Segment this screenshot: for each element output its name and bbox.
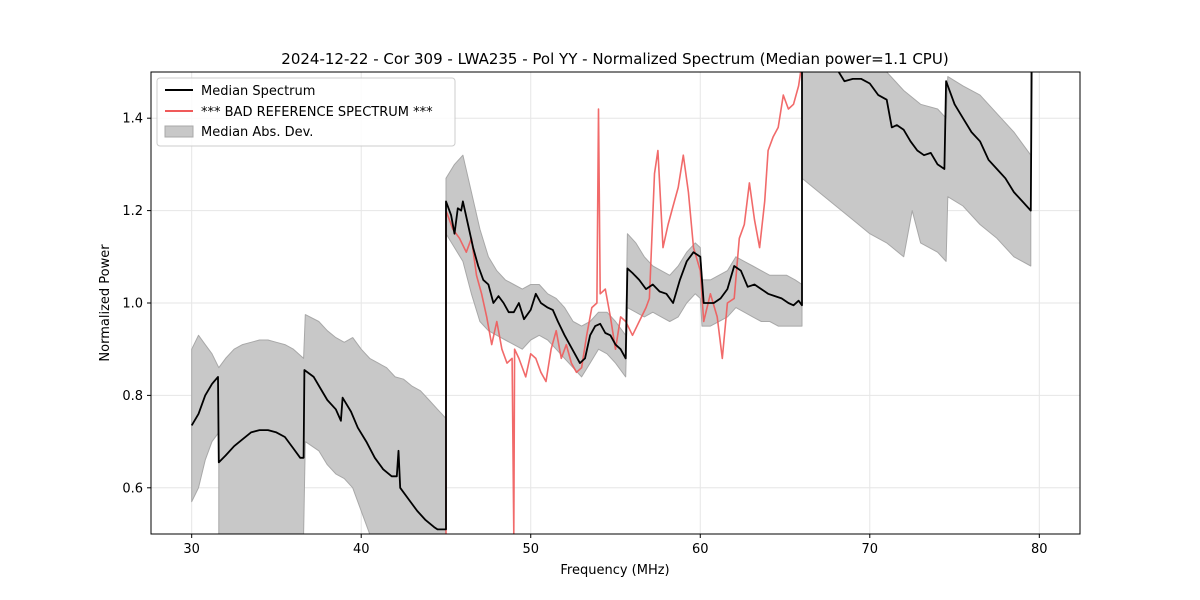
axis-ticks: 30 40 50 60 70 80 0.6 0.8 1.0 1.2 1.4 xyxy=(122,112,1047,557)
x-tick-label: 70 xyxy=(862,542,879,557)
x-axis-label: Frequency (MHz) xyxy=(560,563,669,578)
legend-label-median: Median Spectrum xyxy=(201,84,315,99)
chart-title: 2024-12-22 - Cor 309 - LWA235 - Pol YY -… xyxy=(281,50,948,68)
x-tick-label: 40 xyxy=(353,542,370,557)
legend-box xyxy=(156,77,456,147)
bad-reference-spectrum-line xyxy=(445,72,802,534)
data-layer xyxy=(190,72,1033,534)
y-tick-label: 1.4 xyxy=(122,112,143,127)
y-axis-label: Normalized Power xyxy=(98,244,113,362)
y-tick-label: 1.2 xyxy=(122,204,143,219)
x-tick-label: 30 xyxy=(183,542,200,557)
x-tick-label: 80 xyxy=(1031,542,1048,557)
y-tick-label: 0.8 xyxy=(122,389,143,404)
legend-label-bad-reference: *** BAD REFERENCE SPECTRUM *** xyxy=(201,105,433,120)
legend-label-mad: Median Abs. Dev. xyxy=(201,125,313,140)
y-tick-label: 1.0 xyxy=(122,297,143,312)
legend-swatch-mad xyxy=(164,125,194,138)
y-tick-label: 0.6 xyxy=(122,481,143,496)
x-tick-label: 60 xyxy=(692,542,709,557)
median-spectrum-line xyxy=(190,72,1033,531)
legend: Median Spectrum *** BAD REFERENCE SPECTR… xyxy=(156,77,456,147)
x-tick-label: 50 xyxy=(522,542,539,557)
mad-band xyxy=(191,72,1032,534)
